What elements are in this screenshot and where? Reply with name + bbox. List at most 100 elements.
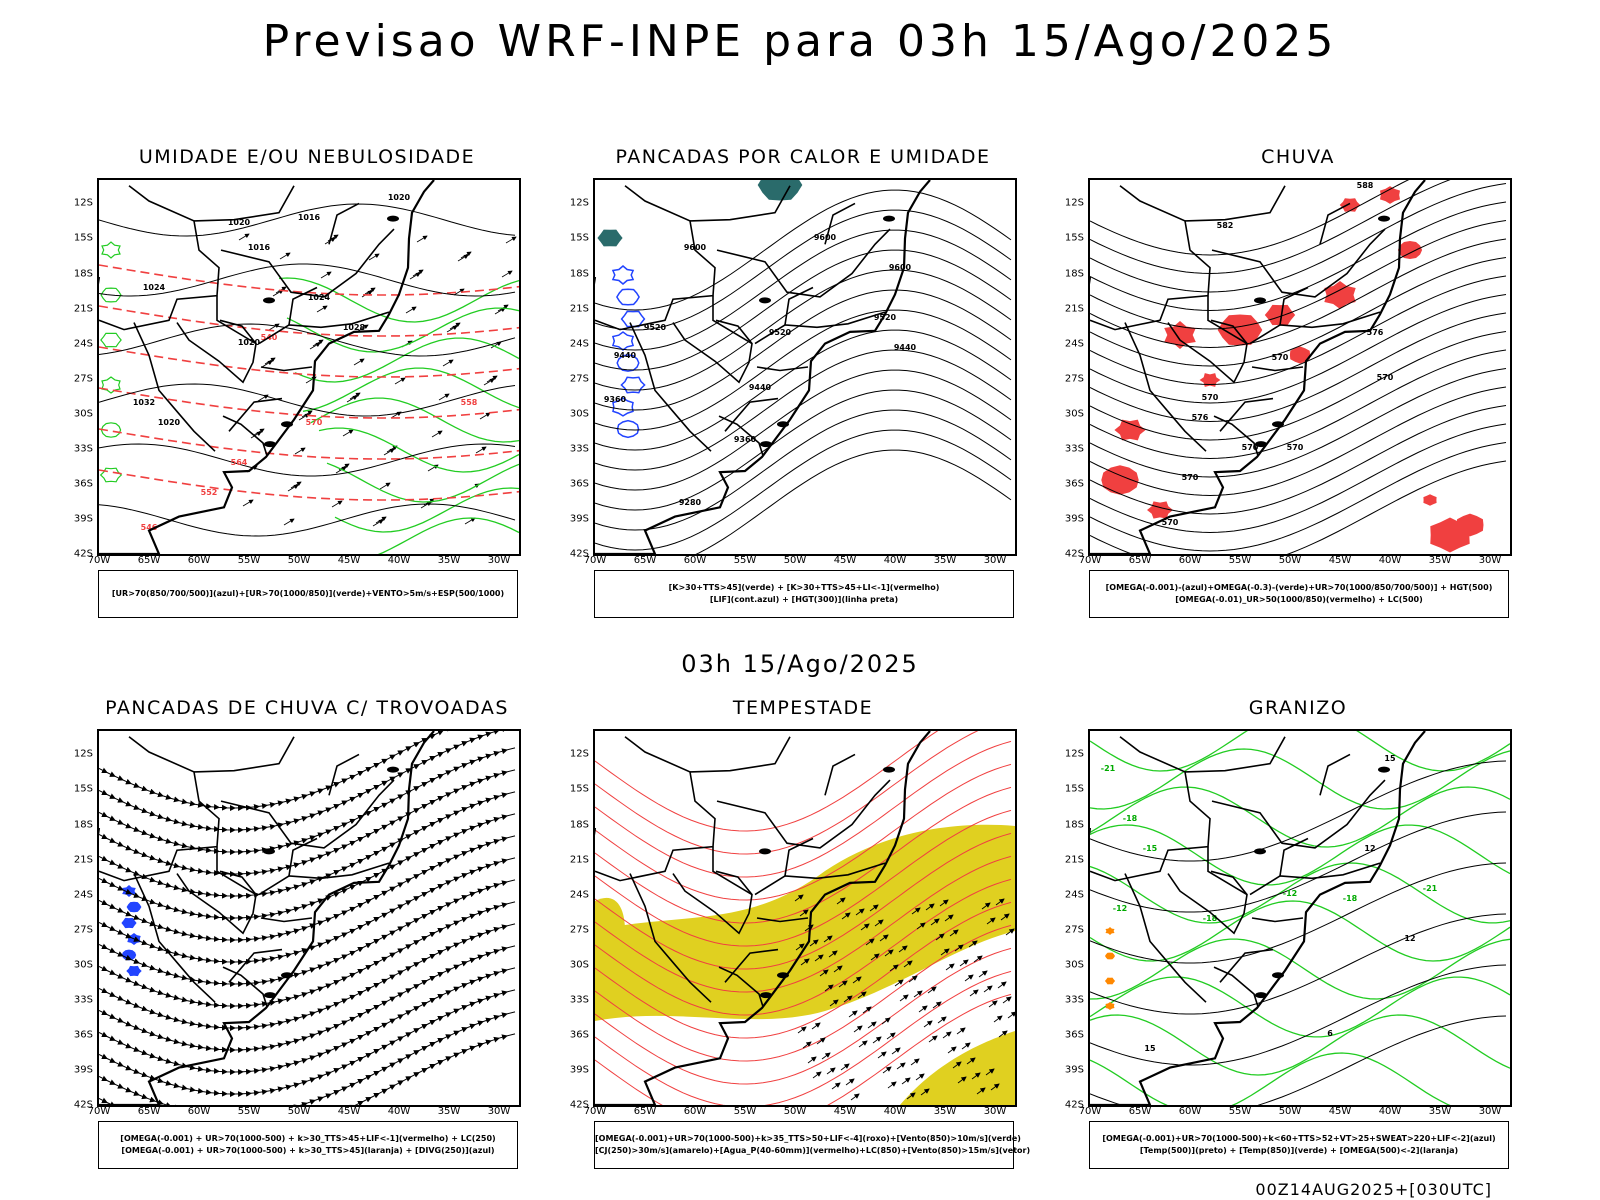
basemap-coastline-borders — [1090, 731, 1426, 1105]
lat-tick-label: 30S — [569, 408, 589, 420]
contour-label: 570 — [1242, 443, 1259, 452]
legend-line: [LIF](cont.azul) + [HGT(300)](linha pret… — [709, 595, 899, 604]
streamlines-hgt500 — [1090, 180, 1507, 554]
lat-tick-label: 18S — [1064, 268, 1084, 279]
contour-label: 570 — [1287, 443, 1304, 452]
contour-label: 570 — [1182, 473, 1199, 482]
lat-tick-label: 36S — [569, 1029, 589, 1041]
contour-label: 15 — [1144, 1044, 1156, 1053]
lon-tick-label: 30W — [487, 555, 511, 566]
run-footer: 00Z14AUG2025+[030UTC] — [1255, 1180, 1492, 1199]
lat-tick-label: 42S — [1064, 1099, 1084, 1111]
basemap-coastline-borders — [99, 731, 435, 1105]
contour-label: 1024 — [308, 293, 331, 302]
humidity-low-level-contours — [99, 241, 519, 554]
lon-tick-label: 60W — [683, 555, 707, 566]
contour-label: 1020 — [238, 338, 261, 347]
contour-label: 15 — [1384, 754, 1396, 763]
legend-line: [Temp(500)](preto) + [Temp(850)](verde) … — [1139, 1146, 1459, 1155]
lat-tick-label: 36S — [73, 1029, 93, 1041]
contour-label: 6 — [1327, 1029, 1333, 1038]
contour-label: -18 — [1343, 894, 1358, 903]
map-panel — [593, 729, 1017, 1107]
lon-tick-label: 50W — [287, 555, 311, 566]
lat-tick-label: 24S — [1064, 889, 1084, 901]
lat-tick-label: 42S — [73, 548, 93, 560]
lat-tick-label: 39S — [73, 513, 93, 525]
lat-tick-label: 36S — [1064, 478, 1084, 490]
lon-tick-label: 65W — [633, 1106, 657, 1117]
contour-label: 552 — [201, 488, 218, 497]
panel-title: CHUVA — [1261, 146, 1335, 168]
lat-tick-label: 42S — [569, 548, 589, 560]
legend-line: [OMEGA(-0.001)-(azul)+OMEGA(-0.3)-(verde… — [1105, 583, 1493, 592]
basemap-coastline-borders — [595, 180, 931, 554]
lat-tick-label: 27S — [73, 924, 93, 936]
lat-tick-label: 12S — [1064, 197, 1084, 209]
lon-tick-label: 45W — [833, 1106, 857, 1117]
contour-label: 570 — [1377, 373, 1394, 382]
forecast-time-subtitle: 03h 15/Ago/2025 — [681, 650, 919, 678]
legend-line: [OMEGA(-0.001) + UR>70(1000-500) + k>30_… — [121, 1146, 495, 1155]
map-panel: -21 -18 -15 -12 -18 -12 -18 -21 15 12 12 6 15 — [1088, 729, 1512, 1107]
legend-line: [OMEGA(-0.001)+UR>70(1000-500)+k>35_TTS>… — [595, 1134, 1021, 1143]
lon-tick-label: 60W — [1178, 1106, 1202, 1117]
lat-tick-label: 18S — [569, 268, 589, 279]
lon-tick-label: 70W — [583, 555, 607, 566]
lat-tick-label: 33S — [73, 443, 93, 455]
lat-tick-label: 12S — [73, 197, 93, 209]
map-panel: 9600 9600 9600 9520 9520 9520 9440 9440 9440 9360… — [593, 178, 1017, 556]
lat-tick-label: 39S — [1064, 1064, 1084, 1076]
panel-title: PANCADAS DE CHUVA C/ TROVOADAS — [105, 697, 509, 719]
lat-tick-label: 33S — [569, 443, 589, 455]
contour-label: 564 — [231, 458, 248, 467]
contour-label: -21 — [1101, 764, 1116, 773]
contour-label: 9440 — [614, 351, 637, 360]
lon-tick-label: 35W — [933, 1106, 957, 1117]
lat-tick-label: 21S — [73, 303, 93, 315]
contour-label: 9360 — [604, 395, 627, 404]
streamlines-red — [595, 731, 1012, 1105]
lon-tick-label: 65W — [1128, 555, 1152, 566]
contour-label: 9520 — [644, 323, 667, 332]
panel-legend-box: [OMEGA(-0.001) + UR>70(1000-500) + k>30_… — [98, 1121, 518, 1169]
lat-tick-label: 18S — [569, 819, 589, 830]
lon-tick-label: 50W — [783, 555, 807, 566]
panel-title: TEMPESTADE — [732, 697, 874, 719]
map-panel: 1020 1016 1016 1024 1020 1024 1020 1028 1032 1020… — [97, 178, 521, 556]
lon-tick-label: 50W — [1278, 555, 1302, 566]
lat-tick-label: 42S — [569, 1099, 589, 1111]
lat-tick-label: 39S — [569, 1064, 589, 1076]
pressure-contours — [99, 203, 516, 537]
contour-label: -18 — [1203, 914, 1218, 923]
lat-tick-label: 27S — [73, 373, 93, 385]
lon-tick-label: 40W — [1378, 1106, 1402, 1117]
map-panel — [97, 729, 521, 1107]
lat-tick-label: 24S — [569, 889, 589, 901]
lat-tick-label: 27S — [569, 924, 589, 936]
lon-tick-label: 30W — [487, 1106, 511, 1117]
panel-title: UMIDADE E/OU NEBULOSIDADE — [138, 146, 476, 168]
contour-label: 1028 — [343, 323, 366, 332]
basemap-coastline-borders — [99, 180, 435, 554]
wind-vectors-850 — [794, 894, 1015, 1101]
lon-tick-label: 60W — [683, 1106, 707, 1117]
lat-tick-label: 24S — [1064, 338, 1084, 350]
lon-tick-label: 55W — [1228, 1106, 1252, 1117]
contour-label: 576 — [1192, 413, 1209, 422]
lon-tick-label: 35W — [437, 1106, 461, 1117]
contour-label: 582 — [1217, 221, 1234, 230]
lon-tick-label: 55W — [237, 555, 261, 566]
basemap-coastline-borders — [595, 731, 931, 1105]
lon-tick-label: 60W — [187, 555, 211, 566]
lat-tick-label: 18S — [73, 819, 93, 830]
lat-tick-label: 36S — [73, 478, 93, 490]
contour-label: 570 — [306, 418, 323, 427]
lon-tick-label: 70W — [583, 1106, 607, 1117]
lon-tick-label: 40W — [387, 555, 411, 566]
lon-tick-label: 55W — [733, 1106, 757, 1117]
cloud-patch — [597, 180, 803, 247]
lat-tick-label: 12S — [1064, 748, 1084, 760]
lat-tick-label: 18S — [1064, 819, 1084, 830]
panel-legend-box: [OMEGA(-0.001)+UR>70(1000-500)+k<60+TTS>… — [1089, 1121, 1509, 1169]
